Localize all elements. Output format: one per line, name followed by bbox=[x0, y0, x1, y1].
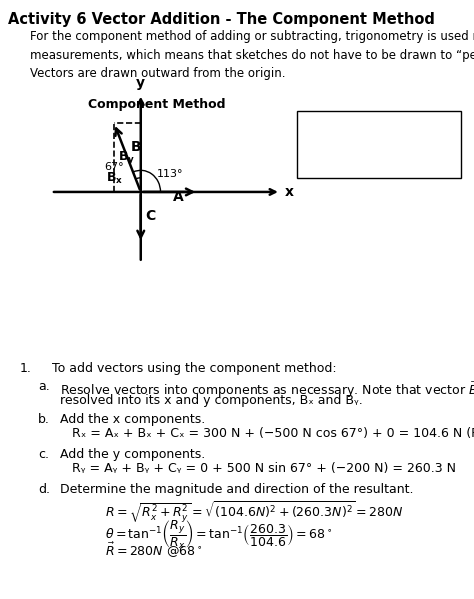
Text: B: B bbox=[131, 140, 141, 154]
Text: Determine the magnitude and direction of the resultant.: Determine the magnitude and direction of… bbox=[60, 483, 413, 496]
Text: d.: d. bbox=[38, 483, 50, 496]
Text: $\mathbf{B_x}$: $\mathbf{B_x}$ bbox=[106, 171, 123, 186]
Text: Rₓ = Aₓ + Bₓ + Cₓ = 300 N + (−500 N cos 67°) + 0 = 104.6 N (Rounded): Rₓ = Aₓ + Bₓ + Cₓ = 300 N + (−500 N cos … bbox=[72, 427, 474, 440]
Text: y: y bbox=[136, 76, 145, 90]
Text: For the component method of adding or subtracting, trigonometry is used rather t: For the component method of adding or su… bbox=[30, 30, 474, 80]
Text: c.: c. bbox=[38, 448, 49, 461]
Text: x: x bbox=[284, 185, 293, 199]
Text: Component Method: Component Method bbox=[88, 98, 226, 111]
FancyBboxPatch shape bbox=[297, 111, 461, 178]
Text: $\vec{B}$= 500 N at 113°: $\vec{B}$= 500 N at 113° bbox=[305, 140, 410, 157]
Text: Add the x components.: Add the x components. bbox=[60, 413, 205, 426]
Text: a.: a. bbox=[38, 380, 50, 393]
Text: $\vec{A}$= 300 N at 0°: $\vec{A}$= 300 N at 0° bbox=[305, 120, 396, 137]
Text: $\mathbf{B_y}$: $\mathbf{B_y}$ bbox=[118, 149, 136, 166]
Text: resolved into its x and y components, Bₓ and Bᵧ.: resolved into its x and y components, Bₓ… bbox=[60, 394, 363, 407]
Text: Activity 6 Vector Addition - The Component Method: Activity 6 Vector Addition - The Compone… bbox=[8, 12, 435, 27]
Text: A: A bbox=[173, 190, 183, 204]
Text: 67°: 67° bbox=[104, 162, 124, 173]
Text: $\theta = \tan^{-1}\!\left(\dfrac{R_y}{R_x}\right) = \tan^{-1}\!\left(\dfrac{260: $\theta = \tan^{-1}\!\left(\dfrac{R_y}{R… bbox=[105, 519, 332, 551]
Text: $\vec{R} = 280N\ @68^\circ$: $\vec{R} = 280N\ @68^\circ$ bbox=[105, 541, 202, 560]
Text: C: C bbox=[145, 209, 155, 223]
Text: Add the y components.: Add the y components. bbox=[60, 448, 205, 461]
Text: To add vectors using the component method:: To add vectors using the component metho… bbox=[52, 362, 337, 375]
Text: $\vec{C}$= 200 N at 270°: $\vec{C}$= 200 N at 270° bbox=[305, 160, 410, 177]
Text: 113°: 113° bbox=[157, 169, 183, 179]
Text: $R = \sqrt{R_x^2 + R_y^2} = \sqrt{(104.6N)^2 + (260.3N)^2} = 280N$: $R = \sqrt{R_x^2 + R_y^2} = \sqrt{(104.6… bbox=[105, 500, 404, 525]
Text: b.: b. bbox=[38, 413, 50, 426]
Text: 1.: 1. bbox=[20, 362, 32, 375]
Text: Rᵧ = Aᵧ + Bᵧ + Cᵧ = 0 + 500 N sin 67° + (−200 N) = 260.3 N: Rᵧ = Aᵧ + Bᵧ + Cᵧ = 0 + 500 N sin 67° + … bbox=[72, 462, 456, 475]
Text: Resolve vectors into components as necessary. Note that vector $\vec{B}$ is: Resolve vectors into components as neces… bbox=[60, 380, 474, 400]
